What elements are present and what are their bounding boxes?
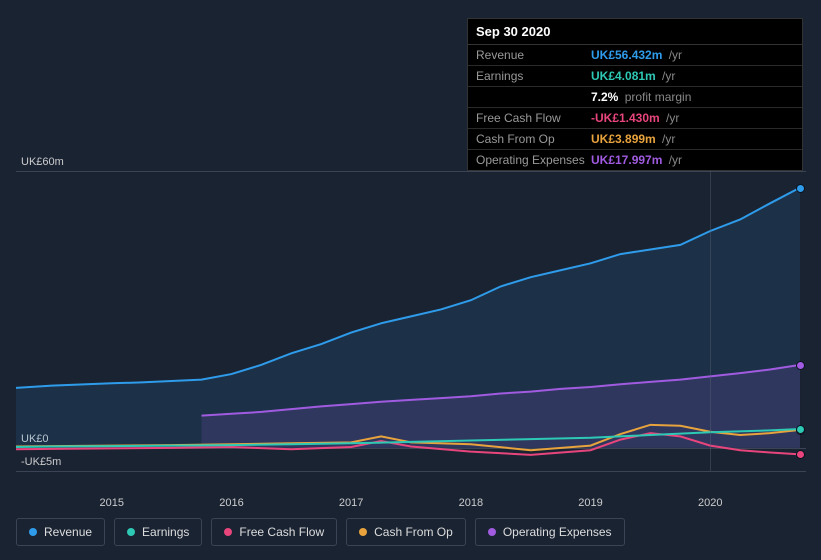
financials-chart[interactable]: UK£60mUK£0-UK£5m 20152016201720182019202… [16, 155, 806, 495]
chart-legend: Revenue Earnings Free Cash Flow Cash From O… [16, 518, 625, 546]
legend-dot-icon [29, 528, 37, 536]
tooltip-label: Earnings [476, 69, 591, 83]
tooltip-unit: /yr [659, 69, 676, 83]
y-axis-label: UK£60m [21, 156, 64, 168]
tooltip-label: Cash From Op [476, 132, 591, 146]
legend-dot-icon [359, 528, 367, 536]
legend-label: Revenue [44, 525, 92, 539]
legend-dot-icon [127, 528, 135, 536]
tooltip-label: Free Cash Flow [476, 111, 591, 125]
tooltip-value: 7.2% [591, 90, 618, 104]
legend-label: Operating Expenses [503, 525, 612, 539]
tooltip-row: 7.2% profit margin [468, 87, 802, 108]
tooltip-label: Revenue [476, 48, 591, 62]
x-axis-label: 2015 [100, 497, 124, 509]
gridline [16, 471, 806, 472]
legend-label: Earnings [142, 525, 189, 539]
cursor-vline [710, 171, 711, 471]
tooltip-unit: /yr [665, 153, 682, 167]
legend-item[interactable]: Earnings [114, 518, 202, 546]
series-end-marker [796, 425, 805, 434]
chart-tooltip: Sep 30 2020 RevenueUK£56.432m /yrEarning… [467, 18, 803, 171]
legend-item[interactable]: Operating Expenses [475, 518, 625, 546]
tooltip-value: UK£56.432m [591, 48, 662, 62]
x-axis-label: 2017 [339, 497, 363, 509]
legend-dot-icon [488, 528, 496, 536]
tooltip-row: Free Cash Flow-UK£1.430m /yr [468, 108, 802, 129]
tooltip-unit: /yr [663, 111, 680, 125]
legend-label: Cash From Op [374, 525, 453, 539]
tooltip-date: Sep 30 2020 [468, 19, 802, 45]
legend-item[interactable]: Revenue [16, 518, 105, 546]
x-axis-labels: 2015 2016 2017 2018 2019 2020 [16, 497, 806, 517]
tooltip-unit: /yr [665, 48, 682, 62]
tooltip-unit: profit margin [621, 90, 691, 104]
series-end-marker [796, 361, 805, 370]
tooltip-value: UK£17.997m [591, 153, 662, 167]
tooltip-label: Operating Expenses [476, 153, 591, 167]
tooltip-value: UK£3.899m [591, 132, 656, 146]
tooltip-value: -UK£1.430m [591, 111, 660, 125]
x-axis-label: 2019 [578, 497, 602, 509]
tooltip-row: RevenueUK£56.432m /yr [468, 45, 802, 66]
legend-item[interactable]: Free Cash Flow [211, 518, 337, 546]
x-axis-label: 2018 [459, 497, 483, 509]
tooltip-label [476, 90, 591, 104]
tooltip-row: Operating ExpensesUK£17.997m /yr [468, 150, 802, 170]
x-axis-label: 2016 [219, 497, 243, 509]
legend-dot-icon [224, 528, 232, 536]
x-axis-label: 2020 [698, 497, 722, 509]
tooltip-value: UK£4.081m [591, 69, 656, 83]
tooltip-row: EarningsUK£4.081m /yr [468, 66, 802, 87]
legend-label: Free Cash Flow [239, 525, 324, 539]
legend-item[interactable]: Cash From Op [346, 518, 466, 546]
tooltip-row: Cash From OpUK£3.899m /yr [468, 129, 802, 150]
series-end-marker [796, 184, 805, 193]
plot-svg [16, 171, 806, 471]
tooltip-unit: /yr [659, 132, 676, 146]
